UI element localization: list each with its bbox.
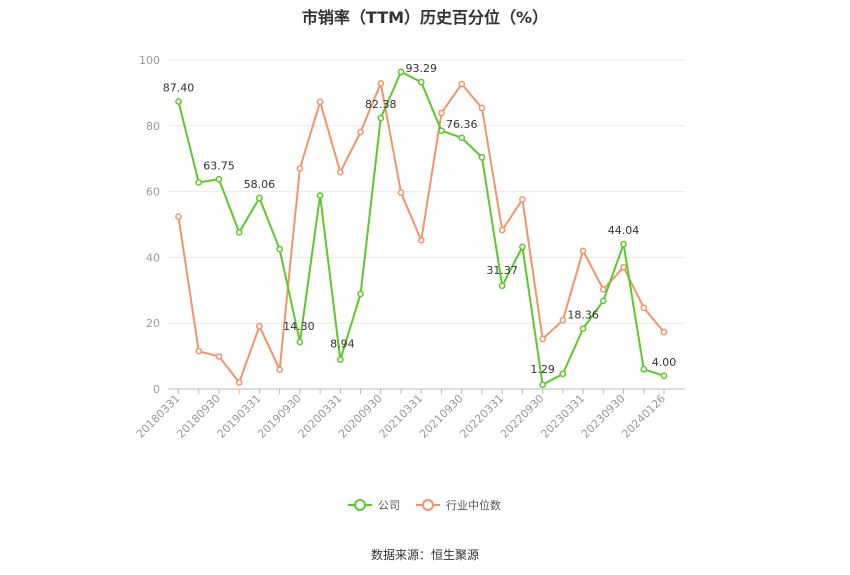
industry-median-data-point <box>438 109 445 117</box>
industry-median-data-point <box>458 80 466 88</box>
industry-median-series-line <box>177 82 665 384</box>
industry-median-data-point <box>579 247 587 255</box>
company-data-point <box>336 356 344 363</box>
company-data-point <box>498 282 506 290</box>
company-data-label: 4.00 <box>652 356 677 369</box>
legend-industry-label: 行业中位数 <box>446 498 501 512</box>
company-data-label: 31.37 <box>486 264 518 277</box>
y-tick-label: 20 <box>146 317 160 330</box>
company-data-point <box>357 290 364 298</box>
industry-median-data-point <box>357 128 364 136</box>
industry-median-data-point <box>377 80 385 87</box>
industry-median-data-point <box>256 322 263 330</box>
company-data-point <box>276 245 283 253</box>
industry-median-data-point <box>539 335 546 343</box>
data-source-note: 数据来源：恒生聚源 <box>370 548 479 562</box>
company-data-point <box>377 114 385 122</box>
company-data-point <box>175 98 182 105</box>
company-data-point <box>539 381 546 389</box>
y-tick-label: 0 <box>153 383 160 396</box>
company-data-point <box>397 68 405 76</box>
company-data-label: 18.36 <box>567 309 599 322</box>
industry-median-data-point <box>478 104 486 112</box>
industry-median-data-point <box>276 366 283 373</box>
company-data-point <box>458 134 466 142</box>
company-data-label: 58.06 <box>244 178 276 191</box>
industry-median-data-point <box>620 263 627 271</box>
industry-median-data-point <box>195 347 203 355</box>
industry-median-data-point <box>235 379 243 386</box>
industry-median-data-point <box>175 213 182 220</box>
company-data-point <box>559 370 567 378</box>
legend-company-marker <box>354 499 366 511</box>
company-data-label: 1.29 <box>530 363 555 376</box>
company-data-label: 14.30 <box>283 320 315 333</box>
y-tick-label: 80 <box>146 120 160 133</box>
company-data-point <box>296 338 304 346</box>
company-data-point <box>579 325 587 332</box>
company-data-label: 82.38 <box>365 98 397 111</box>
company-data-point <box>316 192 324 199</box>
company-data-point <box>478 154 486 161</box>
industry-median-data-point <box>215 353 223 360</box>
company-data-point <box>195 179 203 186</box>
y-tick-label: 60 <box>146 186 160 199</box>
company-data-point <box>438 127 445 135</box>
company-series-line <box>177 70 665 386</box>
company-data-label: 93.29 <box>406 62 438 75</box>
industry-median-data-point <box>336 168 344 176</box>
company-data-label: 76.36 <box>446 118 478 131</box>
y-tick-label: 40 <box>146 251 160 264</box>
industry-median-data-point <box>640 304 648 312</box>
company-data-point <box>215 175 223 183</box>
company-data-point <box>620 240 627 248</box>
company-data-point <box>640 365 648 373</box>
company-data-label: 87.40 <box>163 81 195 94</box>
industry-median-data-point <box>316 98 324 106</box>
industry-median-data-point <box>296 165 304 172</box>
company-data-label: 63.75 <box>203 159 235 172</box>
company-data-label: 8.94 <box>330 338 355 351</box>
company-data-label: 44.04 <box>608 224 640 237</box>
company-data-point <box>235 229 243 236</box>
x-tick-label: 20240126 <box>619 392 668 441</box>
industry-median-data-point <box>397 189 405 196</box>
chart-title: 市销率（TTM）历史百分位（%） <box>301 8 549 27</box>
company-data-point <box>599 297 607 305</box>
company-data-point <box>660 372 668 380</box>
company-data-point <box>256 194 263 202</box>
industry-median-data-point <box>559 316 567 324</box>
industry-median-data-point <box>498 226 506 234</box>
industry-median-data-point <box>660 328 668 336</box>
legend-company-label: 公司 <box>378 499 400 512</box>
legend-industry-marker <box>422 499 434 511</box>
industry-median-data-point <box>417 236 425 244</box>
company-data-point <box>519 243 526 251</box>
company-data-point <box>417 78 425 86</box>
industry-median-data-point <box>519 196 526 203</box>
y-tick-label: 100 <box>139 54 160 67</box>
industry-median-data-point <box>599 285 607 293</box>
